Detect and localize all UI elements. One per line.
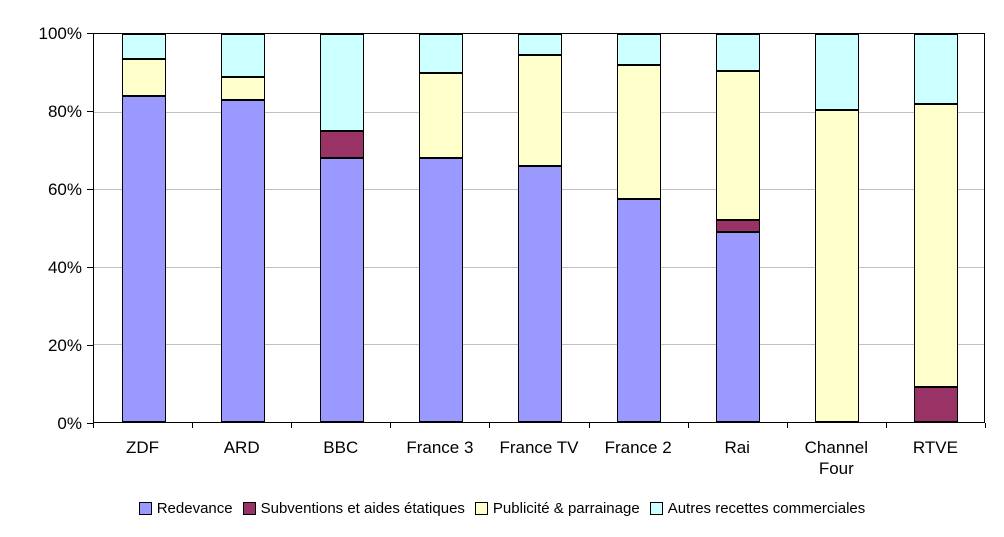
bar-france-3 (418, 34, 463, 422)
y-tick-mark (87, 33, 93, 34)
legend-item-autres: Autres recettes commerciales (649, 500, 866, 517)
x-tick-mark (390, 423, 392, 428)
x-axis-label-bbc: BBC (323, 438, 359, 457)
segment-autres (121, 34, 166, 60)
bar-rai (716, 34, 761, 422)
segment-autres (914, 34, 959, 104)
segment-subventions (914, 387, 959, 422)
bar-france-2 (617, 34, 662, 422)
y-axis-label-60: 60% (47, 180, 82, 199)
x-tick-mark (93, 423, 94, 428)
x-axis-label-rai: Rai (724, 438, 750, 457)
bar-rtve (914, 34, 959, 422)
legend-label: Redevance (156, 500, 233, 517)
y-axis-label-100: 100% (38, 24, 82, 43)
segment-publicité (716, 70, 761, 221)
legend-item-publicité: Publicité & parrainage (474, 500, 640, 517)
legend-swatch-icon (138, 502, 152, 515)
y-tick-mark (87, 111, 93, 112)
bar-zdf (121, 34, 166, 422)
segment-publicité (815, 109, 860, 422)
segment-publicité (121, 59, 166, 97)
y-axis-label-0: 0% (57, 414, 82, 433)
segment-autres (518, 34, 562, 56)
segment-redevance (518, 165, 562, 422)
segment-publicité (418, 72, 463, 159)
x-axis-label-channel-four: Channel Four (804, 438, 868, 479)
x-axis-label-france-tv: France TV (499, 438, 579, 457)
legend-swatch-icon (649, 502, 663, 515)
x-tick-mark (291, 423, 293, 428)
segment-redevance (220, 99, 265, 422)
legend-item-redevance: Redevance (138, 500, 233, 517)
legend-label: Autres recettes commerciales (667, 500, 866, 517)
x-tick-mark (985, 423, 986, 428)
bar-ard (220, 34, 265, 422)
segment-autres (220, 34, 265, 77)
y-tick-mark (87, 189, 93, 190)
segment-autres (716, 34, 761, 71)
segment-redevance (121, 96, 166, 422)
segment-publicité (518, 55, 562, 166)
plot-area (93, 33, 985, 423)
segment-publicité (617, 65, 662, 199)
x-tick-mark (192, 423, 194, 428)
x-tick-mark (786, 423, 788, 428)
y-tick-mark (87, 423, 93, 424)
segment-redevance (617, 198, 662, 422)
y-tick-mark (87, 267, 93, 268)
legend-label: Publicité & parrainage (492, 500, 640, 517)
x-axis-label-zdf: ZDF (126, 438, 160, 457)
x-tick-mark (687, 423, 689, 428)
segment-autres (815, 34, 860, 110)
legend-item-subventions: Subventions et aides étatiques (242, 500, 465, 517)
x-tick-mark (489, 423, 491, 428)
legend-label: Subventions et aides étatiques (260, 500, 465, 517)
segment-publicité (914, 103, 959, 388)
x-tick-mark (588, 423, 590, 428)
segment-redevance (716, 231, 761, 422)
x-axis-label-france-3: France 3 (406, 438, 474, 457)
x-axis-label-rtve: RTVE (912, 438, 958, 457)
bar-bbc (319, 34, 364, 422)
segment-autres (617, 34, 662, 66)
legend-swatch-icon (474, 502, 488, 515)
segment-redevance (418, 158, 463, 422)
segment-autres (418, 34, 463, 73)
legend-swatch-icon (242, 502, 256, 515)
segment-autres (319, 34, 364, 131)
y-axis-label-40: 40% (47, 258, 82, 277)
segment-subventions (319, 131, 364, 159)
y-tick-mark (87, 345, 93, 346)
legend: Redevance Subventions et aides étatiques P… (0, 500, 1004, 517)
x-axis-label-ard: ARD (223, 438, 260, 457)
segment-subventions (716, 220, 761, 232)
bar-channel-four (815, 34, 860, 422)
bar-france-tv (518, 34, 562, 422)
segment-publicité (220, 76, 265, 100)
x-tick-mark (885, 423, 887, 428)
y-axis-label-80: 80% (47, 102, 82, 121)
y-axis-label-20: 20% (47, 336, 82, 355)
x-axis-label-france-2: France 2 (604, 438, 672, 457)
segment-redevance (319, 158, 364, 422)
